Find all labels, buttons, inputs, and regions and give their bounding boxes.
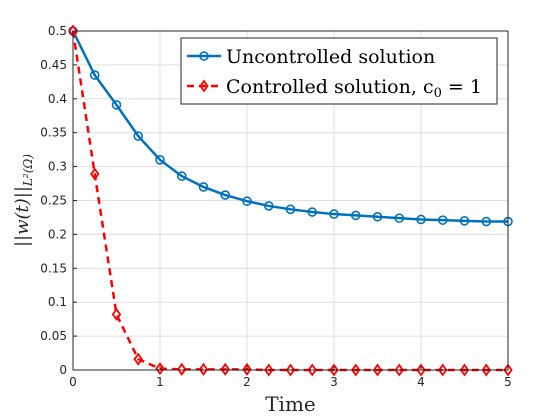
data-point: [176, 171, 187, 181]
legend-entry-1: Uncontrolled solution: [187, 46, 435, 68]
data-point: [111, 307, 122, 321]
legend-entry-2: Controlled solution, c0 = 1: [187, 76, 482, 101]
data-point: [220, 190, 231, 200]
y-tick-label: 0.3: [48, 160, 67, 174]
legend-marker: [199, 51, 209, 61]
y-tick-label: 0: [59, 363, 67, 377]
data-point: [263, 201, 274, 211]
legend-label-sub: 0: [434, 86, 442, 101]
data-point: [394, 363, 404, 377]
y-axis-label-group: ||w(t)||L²(Ω): [12, 154, 35, 247]
data-point: [242, 196, 252, 206]
data-point: [242, 362, 252, 376]
data-point: [459, 363, 470, 377]
series-1: [68, 26, 513, 227]
ticks: 0 1 2 3 4 5 0 0.05 0.1 0.15 0.2 0.25 0.3 0.35 0.4 0.45 0…: [40, 24, 512, 389]
data-point: [438, 363, 448, 377]
legend-box: [180, 37, 498, 105]
y-axis-label: ||w(t)||L²(Ω): [12, 154, 35, 247]
data-point: [220, 362, 230, 376]
x-tick-label: 0: [69, 375, 77, 389]
x-tick-label: 4: [417, 375, 425, 389]
data-point: [372, 363, 383, 377]
legend-items: Uncontrolled solution Controlled solution…: [187, 46, 482, 101]
y-tick-label: 0.25: [40, 194, 67, 208]
data-point: [90, 167, 100, 181]
data-point: [155, 155, 165, 165]
series-line: [71, 30, 508, 223]
y-tick-label: 0.4: [48, 92, 67, 106]
data-point: [394, 213, 405, 223]
legend-marker: [199, 79, 209, 93]
data-point: [264, 363, 274, 377]
y-axis-label-main: ||w(t)||: [12, 186, 33, 247]
y-tick-label: 0.1: [48, 295, 67, 309]
data-point: [285, 204, 296, 215]
y-tick-label: 0.5: [48, 24, 67, 38]
data-point: [329, 209, 339, 219]
y-tick-label: 0.05: [40, 329, 67, 343]
data-point: [307, 363, 317, 377]
data-point: [133, 352, 143, 366]
data-point: [285, 363, 296, 377]
data-point: [89, 70, 100, 80]
data-point: [503, 363, 513, 377]
data-point: [459, 216, 470, 226]
data-point: [155, 362, 165, 376]
data-point: [481, 363, 491, 377]
x-tick-label: 2: [243, 375, 251, 389]
y-tick-label: 0.45: [40, 58, 67, 72]
legend: Uncontrolled solution Controlled solution…: [180, 37, 498, 105]
legend-label-main: Controlled solution, c: [226, 76, 434, 98]
data-point: [416, 214, 426, 225]
data-point: [350, 210, 361, 221]
x-tick-label: 3: [330, 375, 338, 389]
legend-label-suffix: = 1: [442, 76, 482, 98]
legend-label: Controlled solution, c0 = 1: [226, 76, 482, 101]
x-axis-label: Time: [265, 392, 316, 416]
y-tick-label: 0.35: [40, 126, 67, 140]
data-point: [372, 211, 383, 222]
data-point: [198, 182, 209, 192]
data-point: [329, 363, 339, 377]
legend-label-main: Uncontrolled solution: [226, 46, 435, 68]
data-point: [481, 216, 492, 227]
data-point: [198, 362, 209, 376]
data-point: [416, 363, 426, 377]
data-point: [133, 131, 144, 141]
data-point: [177, 362, 187, 376]
series-layer: [68, 24, 513, 377]
x-tick-label: 1: [156, 375, 164, 389]
y-axis-label-sub: L²(Ω): [21, 154, 35, 187]
series-2: [68, 24, 513, 377]
data-point: [307, 207, 318, 217]
y-tick-label: 0.2: [48, 227, 67, 241]
x-tick-label: 5: [504, 375, 512, 389]
data-point: [351, 363, 361, 377]
data-point: [437, 215, 448, 225]
legend-label: Uncontrolled solution: [226, 46, 435, 68]
y-tick-label: 0.15: [40, 261, 67, 275]
data-point: [111, 100, 122, 110]
